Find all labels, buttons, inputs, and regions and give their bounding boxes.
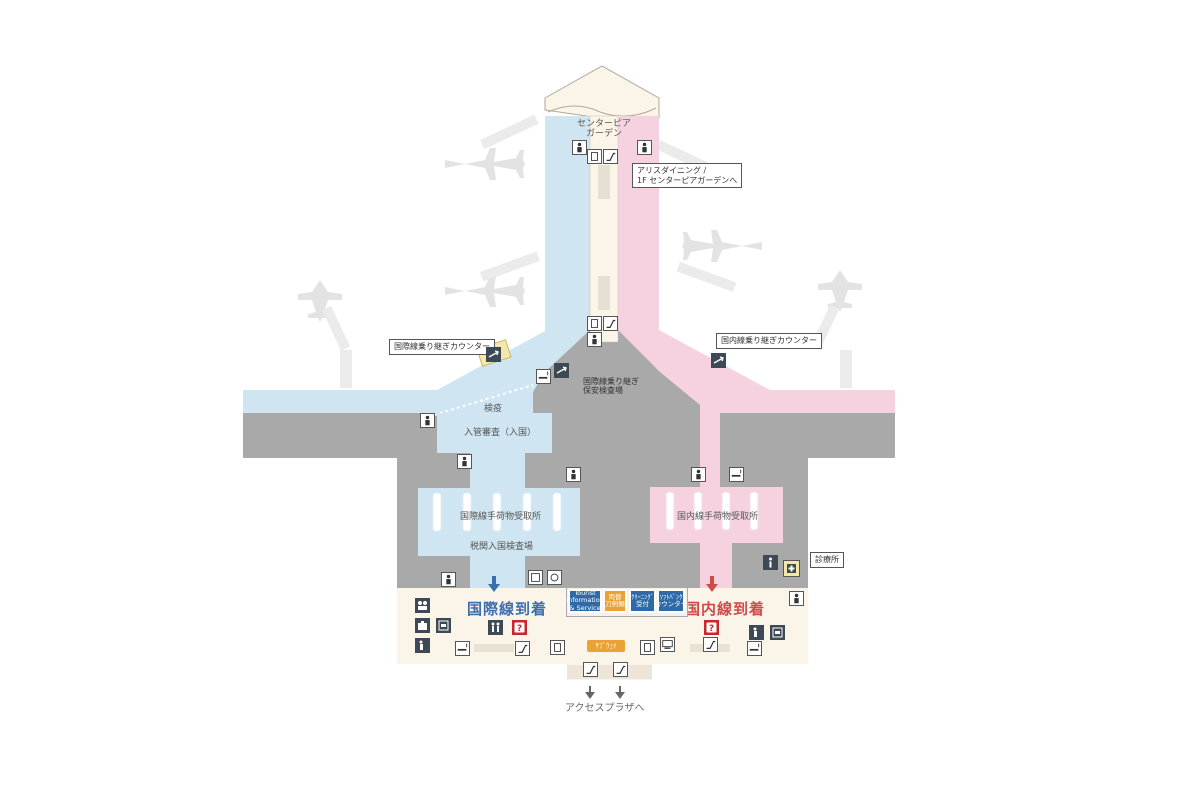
svg-text:?: ? xyxy=(709,624,714,634)
escalator-icon[interactable] xyxy=(603,149,618,164)
down-arrow-icon xyxy=(488,576,718,592)
atm-icon[interactable] xyxy=(770,625,785,640)
phone-icon[interactable] xyxy=(749,625,764,640)
customs-label: 税関入国検査場 xyxy=(470,542,534,552)
escalator-icon[interactable] xyxy=(515,641,530,656)
smoking-area-icon[interactable] xyxy=(747,641,762,656)
softbank-counter[interactable]: ｿﾌﾄﾊﾞﾝｸ カウンター xyxy=(655,589,687,613)
clinic-icon[interactable] xyxy=(783,560,800,577)
restroom-icon[interactable] xyxy=(637,140,652,155)
atm-icon[interactable] xyxy=(436,618,451,633)
dom-baggage-label: 国内線手荷物受取所 xyxy=(677,512,759,522)
airplane-transfer-icon[interactable] xyxy=(711,353,726,368)
restroom-icon[interactable] xyxy=(441,572,456,587)
intl-arrivals-label: 国際線到着 xyxy=(467,600,548,618)
intl-transfer-security-label: 国際線乗り継ぎ 保安検査場 xyxy=(583,377,639,396)
aris-dining-callout[interactable]: アリスダイニング / 1F センターピアガーデンへ xyxy=(632,163,743,189)
phone-icon[interactable] xyxy=(415,638,430,653)
family-icon[interactable] xyxy=(488,620,503,635)
restroom-icon[interactable] xyxy=(691,467,706,482)
smoking-area-icon[interactable] xyxy=(455,641,470,656)
center-pier-garden-label: センターピア ガーデン xyxy=(576,119,631,140)
escalator-icon[interactable] xyxy=(583,662,598,677)
smoking-area-icon[interactable] xyxy=(536,369,551,384)
elevator-icon[interactable] xyxy=(587,149,602,164)
baggage-icon[interactable] xyxy=(415,618,430,633)
airplane-silhouette-icon xyxy=(298,148,862,322)
computer-icon[interactable] xyxy=(660,637,675,652)
international-wing xyxy=(243,116,590,413)
question-icon[interactable]: ? xyxy=(512,620,527,635)
dom-arrivals-label: 国内線到着 xyxy=(685,600,766,618)
currency-icon[interactable] xyxy=(547,570,562,585)
immigration-label: 入管審査（入国） xyxy=(464,428,537,438)
airplane-transfer-icon[interactable] xyxy=(554,363,569,378)
restroom-icon[interactable] xyxy=(566,467,581,482)
question-icon[interactable]: ? xyxy=(704,620,719,635)
intl-baggage-label: 国際線手荷物受取所 xyxy=(460,512,542,522)
tourist-info-counter[interactable]: Tourist Information & Service xyxy=(566,589,604,613)
access-plaza-label[interactable]: アクセスプラザへ xyxy=(565,703,645,714)
restroom-icon[interactable] xyxy=(457,454,472,469)
cafe-sign[interactable]: ｻﾌﾞｳｪｲ xyxy=(587,640,625,652)
intl-transfer-counter-callout[interactable]: 国際線乗り継ぎカウンター xyxy=(389,339,495,355)
restroom-icon[interactable] xyxy=(420,413,435,428)
elevator-icon[interactable] xyxy=(550,640,565,655)
escalator-icon[interactable] xyxy=(703,637,718,652)
dom-transfer-counter-callout[interactable]: 国内線乗り継ぎカウンター xyxy=(716,333,822,349)
smoking-area-icon[interactable] xyxy=(729,467,744,482)
restroom-icon[interactable] xyxy=(587,332,602,347)
restroom-icon[interactable] xyxy=(572,140,587,155)
information-icon[interactable] xyxy=(763,555,778,570)
escalator-icon[interactable] xyxy=(613,662,628,677)
escalator-icon[interactable] xyxy=(603,316,618,331)
elevator-icon[interactable] xyxy=(587,316,602,331)
down-arrow-icon xyxy=(585,686,625,699)
currency-exchange-counter[interactable]: 両替 刀剣類 xyxy=(603,589,627,613)
meeting-point-icon[interactable] xyxy=(415,598,430,613)
cleaning-counter[interactable]: ｸﾘｰﾆﾝｸﾞ 受付 xyxy=(629,589,656,613)
clinic-callout[interactable]: 診療所 xyxy=(810,552,844,568)
elevator-icon[interactable] xyxy=(640,640,655,655)
airplane-transfer-icon[interactable] xyxy=(486,347,501,362)
restroom-icon[interactable] xyxy=(789,591,804,606)
lockers-icon[interactable] xyxy=(528,570,543,585)
quarantine-label: 検疫 xyxy=(484,404,503,414)
svg-text:?: ? xyxy=(517,624,522,634)
